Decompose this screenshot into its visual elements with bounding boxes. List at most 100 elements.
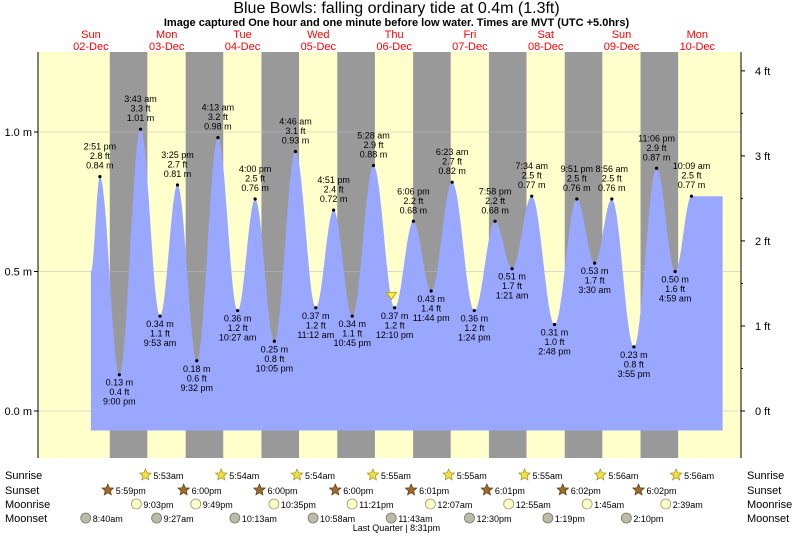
moonset-icon	[385, 512, 397, 524]
moonrise-icon	[503, 498, 515, 510]
extremum-label: 2.9 ft	[363, 140, 384, 150]
extremum-label: 0.88 m	[360, 149, 388, 159]
day-date: 04-Dec	[225, 41, 261, 53]
moonset-icon	[307, 512, 319, 524]
moonrise-icon	[424, 498, 436, 510]
extremum-dot	[689, 194, 694, 198]
extremum-label: 2.7 ft	[167, 160, 188, 170]
extremum-label: 0.76 m	[241, 183, 269, 193]
extremum-label: 0.50 m	[661, 275, 689, 285]
sunset-time: 6:00pm	[192, 486, 222, 496]
left-tick-label: 0.5 m	[4, 267, 32, 279]
chart-title: Blue Bowls: falling ordinary tide at 0.4…	[233, 0, 560, 17]
day-name: Tue	[233, 29, 252, 41]
extremum-label: 3.3 ft	[131, 104, 152, 114]
extremum-dot	[314, 306, 318, 310]
moonrise-icon	[660, 498, 672, 510]
extremum-label: 10:05 pm	[256, 363, 294, 373]
moonset-time: 9:27am	[164, 514, 194, 524]
moonrise-time: 9:03pm	[143, 500, 173, 510]
moonset-time: 1:19pm	[555, 514, 585, 524]
moonrise-icon	[190, 498, 202, 510]
moonset-icon	[151, 512, 163, 524]
moonrise-icon	[346, 498, 358, 510]
extremum-label: 0.93 m	[282, 136, 310, 146]
day-date: 08-Dec	[528, 41, 564, 53]
extremum-label: 11:06 pm	[638, 133, 675, 143]
extremum-label: 0.36 m	[461, 314, 489, 324]
day-date: 05-Dec	[301, 41, 337, 53]
extremum-dot	[552, 322, 557, 327]
extremum-label: 9:53 am	[144, 338, 177, 348]
extremum-dot	[575, 197, 579, 201]
extremum-label: 4:13 am	[202, 103, 235, 113]
extremum-dot	[472, 308, 476, 313]
extremum-dot	[253, 197, 257, 201]
extremum-label: 1.1 ft	[150, 329, 171, 339]
sunrise-time: 5:54am	[305, 471, 335, 481]
right-tick-label: 3 ft	[755, 151, 770, 163]
extremum-label: 0.76 m	[598, 183, 626, 193]
sunset-time: 6:02pm	[571, 486, 601, 496]
extremum-label: 1.2 ft	[385, 320, 406, 330]
sunrise-time: 5:55am	[381, 471, 411, 481]
extremum-label: 0.84 m	[86, 161, 114, 171]
extremum-dot	[411, 219, 415, 223]
extremum-label: 2:51 pm	[84, 142, 117, 152]
extremum-label: 11:12 am	[297, 330, 334, 340]
sunset-icon	[556, 483, 570, 496]
sunset-icon	[480, 483, 494, 496]
sunset-time: 6:00pm	[267, 486, 297, 496]
extremum-label: 0.81 m	[164, 169, 192, 179]
extremum-label: 0.8 ft	[624, 359, 645, 369]
extremum-label: 0.6 ft	[187, 373, 208, 383]
extremum-label: 0.77 m	[678, 180, 706, 190]
extremum-dot	[272, 339, 276, 343]
moonset-time: 10:13am	[242, 514, 277, 524]
extremum-dot	[236, 308, 240, 313]
sunrise-time: 5:55am	[457, 471, 487, 481]
moonset-icon	[542, 512, 554, 524]
extremum-label: 0.76 m	[563, 183, 591, 193]
day-date: 03-Dec	[149, 41, 185, 53]
extremum-label: 2.5 ft	[567, 173, 588, 183]
extremum-label: 1.2 ft	[228, 323, 249, 333]
day-labels: Sun02-DecMon03-DecTue04-DecWed05-DecThu0…	[73, 29, 715, 53]
sunset-icon	[404, 483, 418, 496]
day-date: 06-Dec	[376, 41, 412, 53]
moonrise-time: 1:45am	[594, 500, 624, 510]
current-tide-marker	[385, 292, 398, 301]
extremum-label: 0.25 m	[261, 344, 289, 354]
day-date: 07-Dec	[452, 41, 488, 53]
extremum-label: 0.34 m	[338, 319, 366, 329]
extrema-labels: 2:51 pm2.8 ft0.84 m 0.13 m0.4 ft9:00 pm 3:…	[84, 94, 711, 407]
extremum-label: 0.53 m	[581, 266, 609, 276]
extremum-label: 1.0 ft	[545, 337, 566, 347]
extremum-label: 9:32 pm	[181, 383, 214, 393]
extremum-label: 3.2 ft	[208, 112, 229, 122]
moonrise-time: 2:39am	[673, 500, 703, 510]
extremum-dot	[98, 175, 102, 179]
extremum-dot	[216, 135, 220, 140]
sunset-time: 6:02pm	[647, 486, 677, 496]
extremum-dot	[610, 197, 614, 201]
moonrise-time: 12:55am	[516, 500, 551, 510]
extremum-label: 6:23 am	[436, 147, 469, 157]
extremum-label: 0.72 m	[320, 194, 348, 204]
extremum-dot	[530, 194, 534, 198]
extremum-label: 1.6 ft	[665, 284, 686, 294]
extremum-label: 1.2 ft	[464, 323, 485, 333]
moonrise-icon	[268, 498, 280, 510]
moonrise-time: 9:49pm	[203, 500, 233, 510]
extremum-label: 2:48 pm	[538, 347, 571, 357]
extremum-label: 0.82 m	[438, 166, 466, 176]
sunrise-icon	[290, 468, 304, 481]
extremum-label: 0.68 m	[481, 205, 509, 215]
moonrise-time: 10:35pm	[281, 500, 316, 510]
extremum-label: 3.1 ft	[285, 126, 306, 136]
extremum-label: 2.2 ft	[403, 196, 424, 206]
moonrise-row-label-left: Moonrise	[5, 499, 50, 511]
extremum-label: 3:25 pm	[161, 150, 194, 160]
extremum-label: 0.13 m	[106, 378, 134, 388]
